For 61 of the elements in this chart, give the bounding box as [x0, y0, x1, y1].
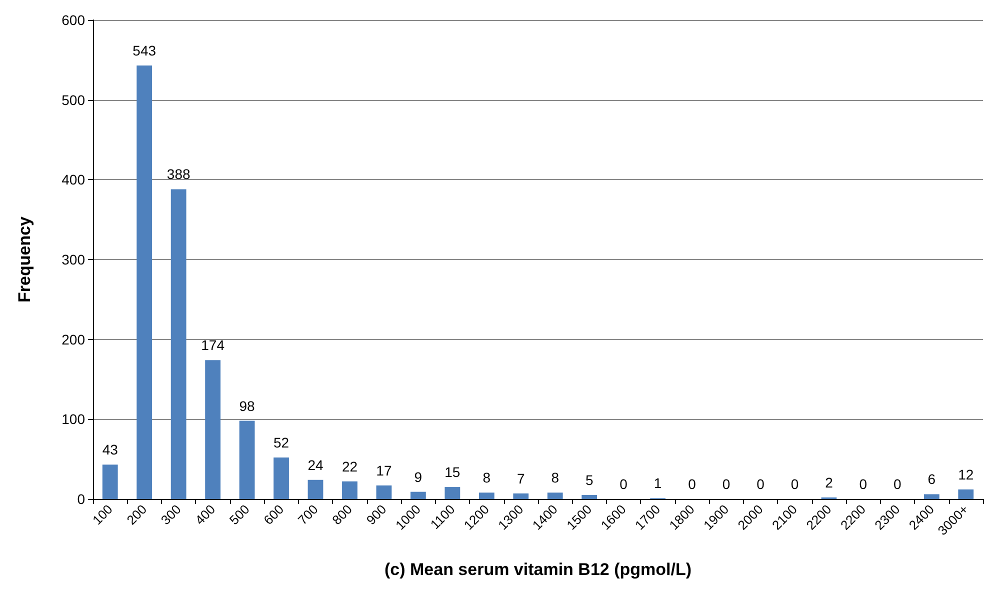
bar [547, 492, 563, 499]
bar [924, 494, 940, 499]
data-label: 0 [722, 476, 730, 492]
data-label: 7 [516, 470, 525, 486]
data-label: 12 [958, 466, 974, 482]
bar [170, 189, 186, 499]
data-label: 543 [132, 42, 156, 59]
y-tick-label: 300 [62, 252, 86, 268]
x-tick-label: 200 [124, 502, 150, 528]
bar [444, 487, 460, 499]
x-tick-label: 300 [158, 502, 184, 528]
x-tick-label: 700 [294, 502, 321, 528]
y-tick-label: 400 [62, 172, 86, 188]
bar [410, 492, 426, 499]
bar [205, 360, 221, 499]
bar [376, 485, 392, 499]
data-label: 0 [688, 476, 696, 492]
x-tick-label: 100 [89, 502, 116, 528]
bar [102, 464, 118, 499]
data-label: 22 [342, 458, 358, 474]
bar [478, 492, 494, 499]
y-tick-label: 0 [77, 491, 86, 507]
data-label: 0 [790, 476, 799, 492]
bar [274, 457, 289, 499]
bar [582, 495, 598, 499]
x-axis-title: (c) Mean serum vitamin B12 (pgmol/L) [384, 560, 692, 579]
data-label: 8 [551, 470, 560, 486]
data-label: 8 [482, 470, 491, 486]
data-label: 52 [273, 434, 290, 450]
data-label: 0 [859, 476, 868, 492]
data-label: 98 [239, 398, 256, 414]
bar [308, 480, 324, 499]
data-label: 2 [825, 474, 834, 490]
bar [513, 493, 529, 499]
data-label: 0 [620, 476, 628, 492]
data-label: 174 [201, 337, 225, 354]
data-label: 0 [894, 476, 902, 492]
y-tick-label: 100 [62, 411, 86, 428]
bar [958, 489, 974, 499]
y-tick-label: 600 [62, 12, 86, 28]
y-tick-label: 500 [62, 92, 86, 108]
x-tick-label: 500 [226, 502, 252, 528]
data-label: 1 [654, 475, 662, 492]
data-label: 9 [414, 468, 422, 485]
data-label: 6 [928, 471, 936, 488]
data-label: 15 [444, 464, 460, 480]
data-label: 388 [166, 166, 190, 182]
bar [239, 420, 255, 499]
bar [136, 66, 152, 499]
data-label: 5 [585, 472, 594, 488]
data-label: 17 [376, 462, 392, 478]
x-tick-label: 600 [260, 502, 287, 528]
x-tick-label: 400 [192, 502, 218, 528]
bar [342, 481, 358, 499]
y-tick-label: 200 [62, 331, 86, 348]
data-label: 43 [102, 442, 118, 458]
x-tick-label: 900 [363, 502, 390, 528]
data-label: 0 [756, 476, 765, 492]
y-axis-title: Frequency [15, 216, 34, 302]
data-label: 24 [308, 456, 324, 473]
x-tick-label: 800 [329, 502, 356, 528]
